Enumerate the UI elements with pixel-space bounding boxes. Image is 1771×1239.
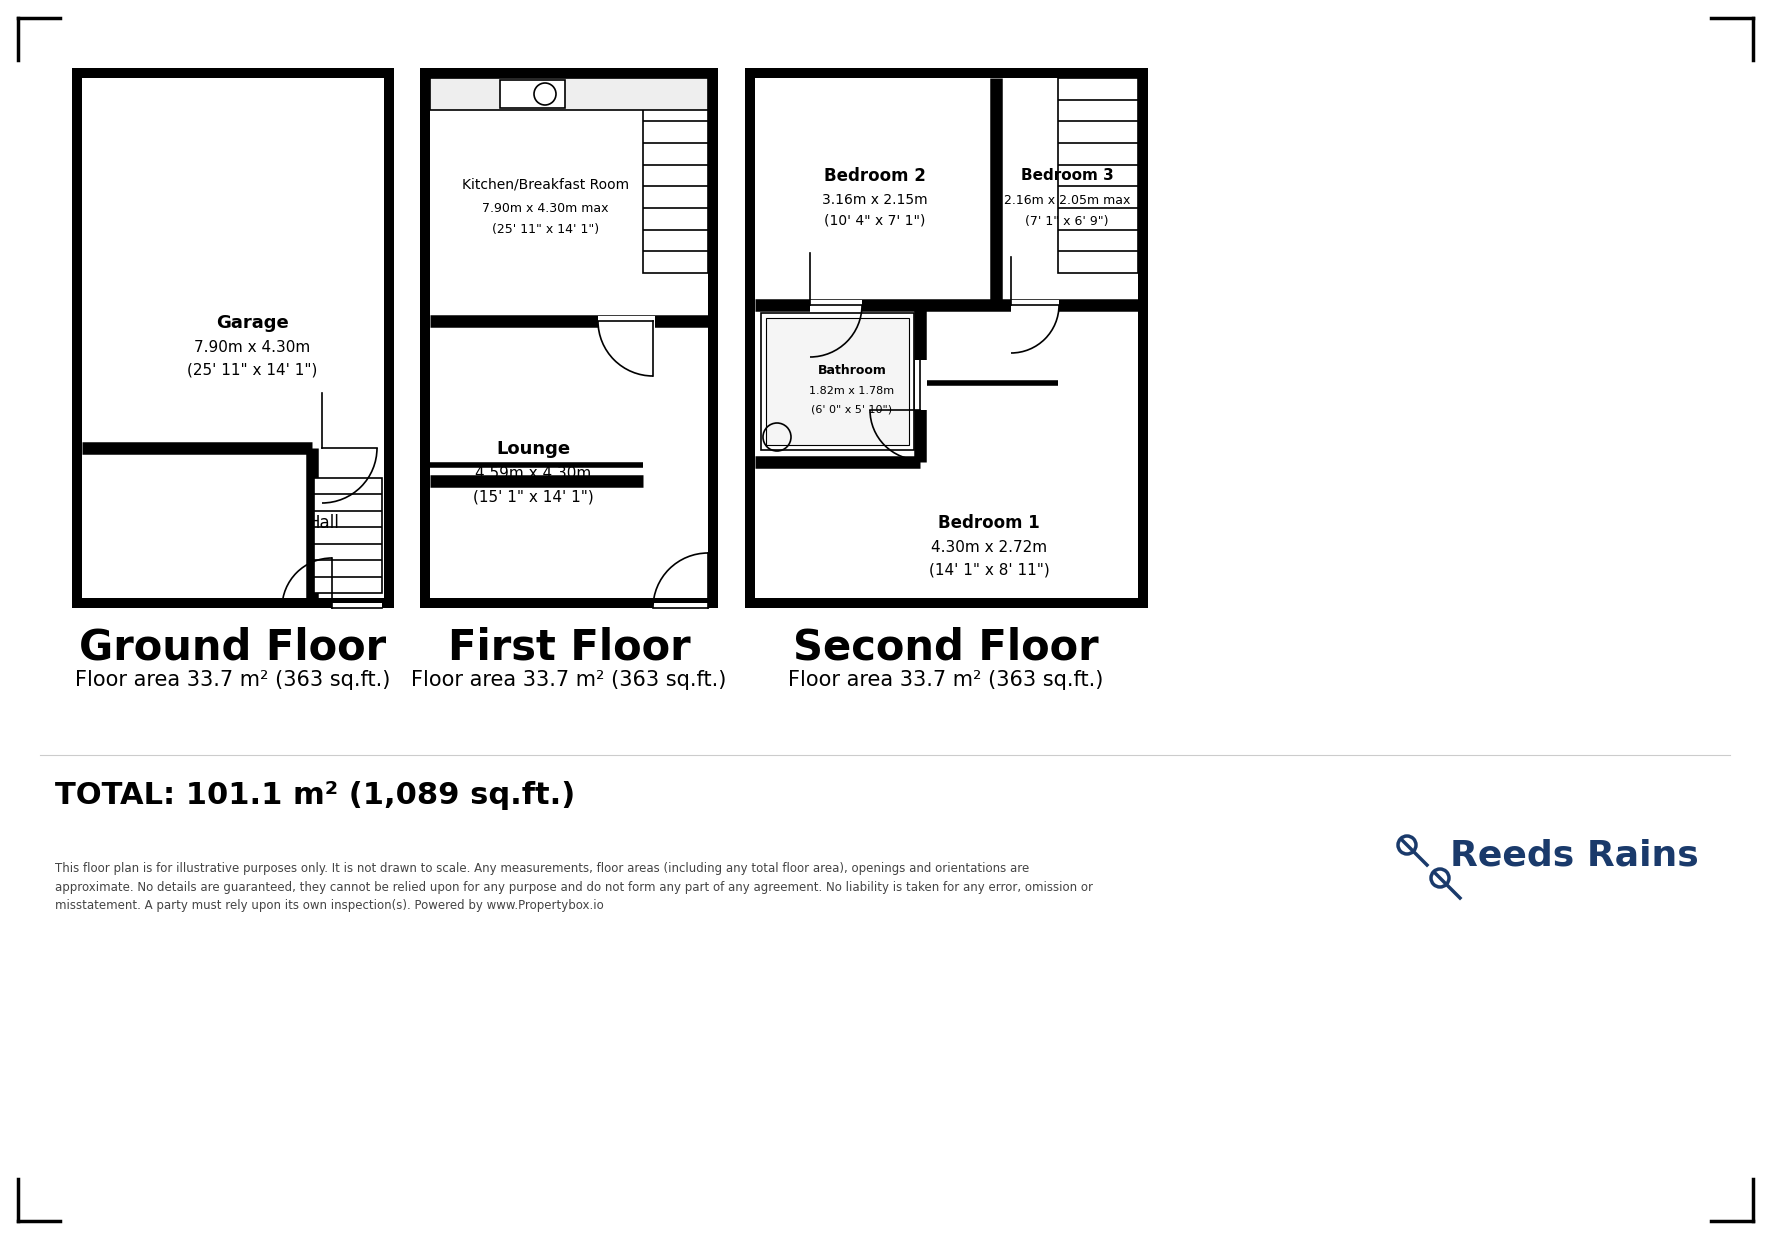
- Bar: [1057, 78, 1139, 273]
- Text: Bedroom 2: Bedroom 2: [824, 167, 926, 185]
- Text: 2.16m x 2.05m max: 2.16m x 2.05m max: [1004, 193, 1130, 207]
- Text: Ground Floor: Ground Floor: [80, 627, 386, 669]
- Bar: [313, 478, 383, 593]
- Text: Reeds Rains: Reeds Rains: [1450, 838, 1698, 872]
- Bar: [599, 316, 655, 328]
- Text: TOTAL: 101.1 m² (1,089 sq.ft.): TOTAL: 101.1 m² (1,089 sq.ft.): [55, 781, 576, 809]
- Text: 3.16m x 2.15m: 3.16m x 2.15m: [822, 193, 928, 207]
- Text: Floor area 33.7 m² (363 sq.ft.): Floor area 33.7 m² (363 sq.ft.): [411, 670, 726, 690]
- Text: 1.82m x 1.78m: 1.82m x 1.78m: [809, 387, 894, 396]
- Bar: [762, 313, 914, 450]
- Text: (7' 1" x 6' 9"): (7' 1" x 6' 9"): [1025, 214, 1109, 228]
- Bar: [746, 68, 1148, 608]
- Text: (25' 11" x 14' 1"): (25' 11" x 14' 1"): [188, 363, 317, 378]
- Bar: [653, 603, 708, 615]
- Text: Bathroom: Bathroom: [818, 364, 887, 378]
- Bar: [430, 78, 708, 110]
- Text: Kitchen/Breakfast Room: Kitchen/Breakfast Room: [462, 177, 629, 191]
- Bar: [420, 68, 717, 608]
- Bar: [322, 444, 377, 455]
- Text: Bedroom 1: Bedroom 1: [939, 514, 1040, 532]
- Text: 4.30m x 2.72m: 4.30m x 2.72m: [932, 539, 1047, 555]
- Text: (14' 1" x 8' 11"): (14' 1" x 8' 11"): [928, 563, 1050, 577]
- Bar: [331, 603, 383, 615]
- Text: 4.59m x 4.30m: 4.59m x 4.30m: [475, 467, 592, 482]
- Text: 7.90m x 4.30m: 7.90m x 4.30m: [195, 341, 310, 356]
- Text: First Floor: First Floor: [448, 627, 691, 669]
- Bar: [809, 300, 862, 312]
- Text: Garage: Garage: [216, 313, 289, 332]
- Text: This floor plan is for illustrative purposes only. It is not drawn to scale. Any: This floor plan is for illustrative purp…: [55, 862, 1093, 912]
- Bar: [916, 361, 926, 410]
- Text: Hall: Hall: [306, 514, 338, 532]
- Text: (25' 11" x 14' 1"): (25' 11" x 14' 1"): [492, 223, 599, 235]
- Text: Floor area 33.7 m² (363 sq.ft.): Floor area 33.7 m² (363 sq.ft.): [788, 670, 1103, 690]
- Text: Bedroom 3: Bedroom 3: [1020, 169, 1114, 183]
- Bar: [81, 78, 384, 598]
- Text: Second Floor: Second Floor: [793, 627, 1098, 669]
- Bar: [1011, 300, 1059, 312]
- Bar: [754, 78, 1139, 598]
- Text: Floor area 33.7 m² (363 sq.ft.): Floor area 33.7 m² (363 sq.ft.): [76, 670, 391, 690]
- Text: (15' 1" x 14' 1"): (15' 1" x 14' 1"): [473, 489, 593, 504]
- Text: (10' 4" x 7' 1"): (10' 4" x 7' 1"): [824, 214, 926, 228]
- Bar: [767, 318, 909, 445]
- Text: 7.90m x 4.30m max: 7.90m x 4.30m max: [482, 202, 609, 214]
- Text: (6' 0" x 5' 10"): (6' 0" x 5' 10"): [811, 405, 893, 415]
- Bar: [430, 78, 708, 598]
- Bar: [643, 78, 708, 273]
- Text: Lounge: Lounge: [496, 440, 570, 458]
- Bar: [73, 68, 393, 608]
- Bar: [499, 81, 565, 108]
